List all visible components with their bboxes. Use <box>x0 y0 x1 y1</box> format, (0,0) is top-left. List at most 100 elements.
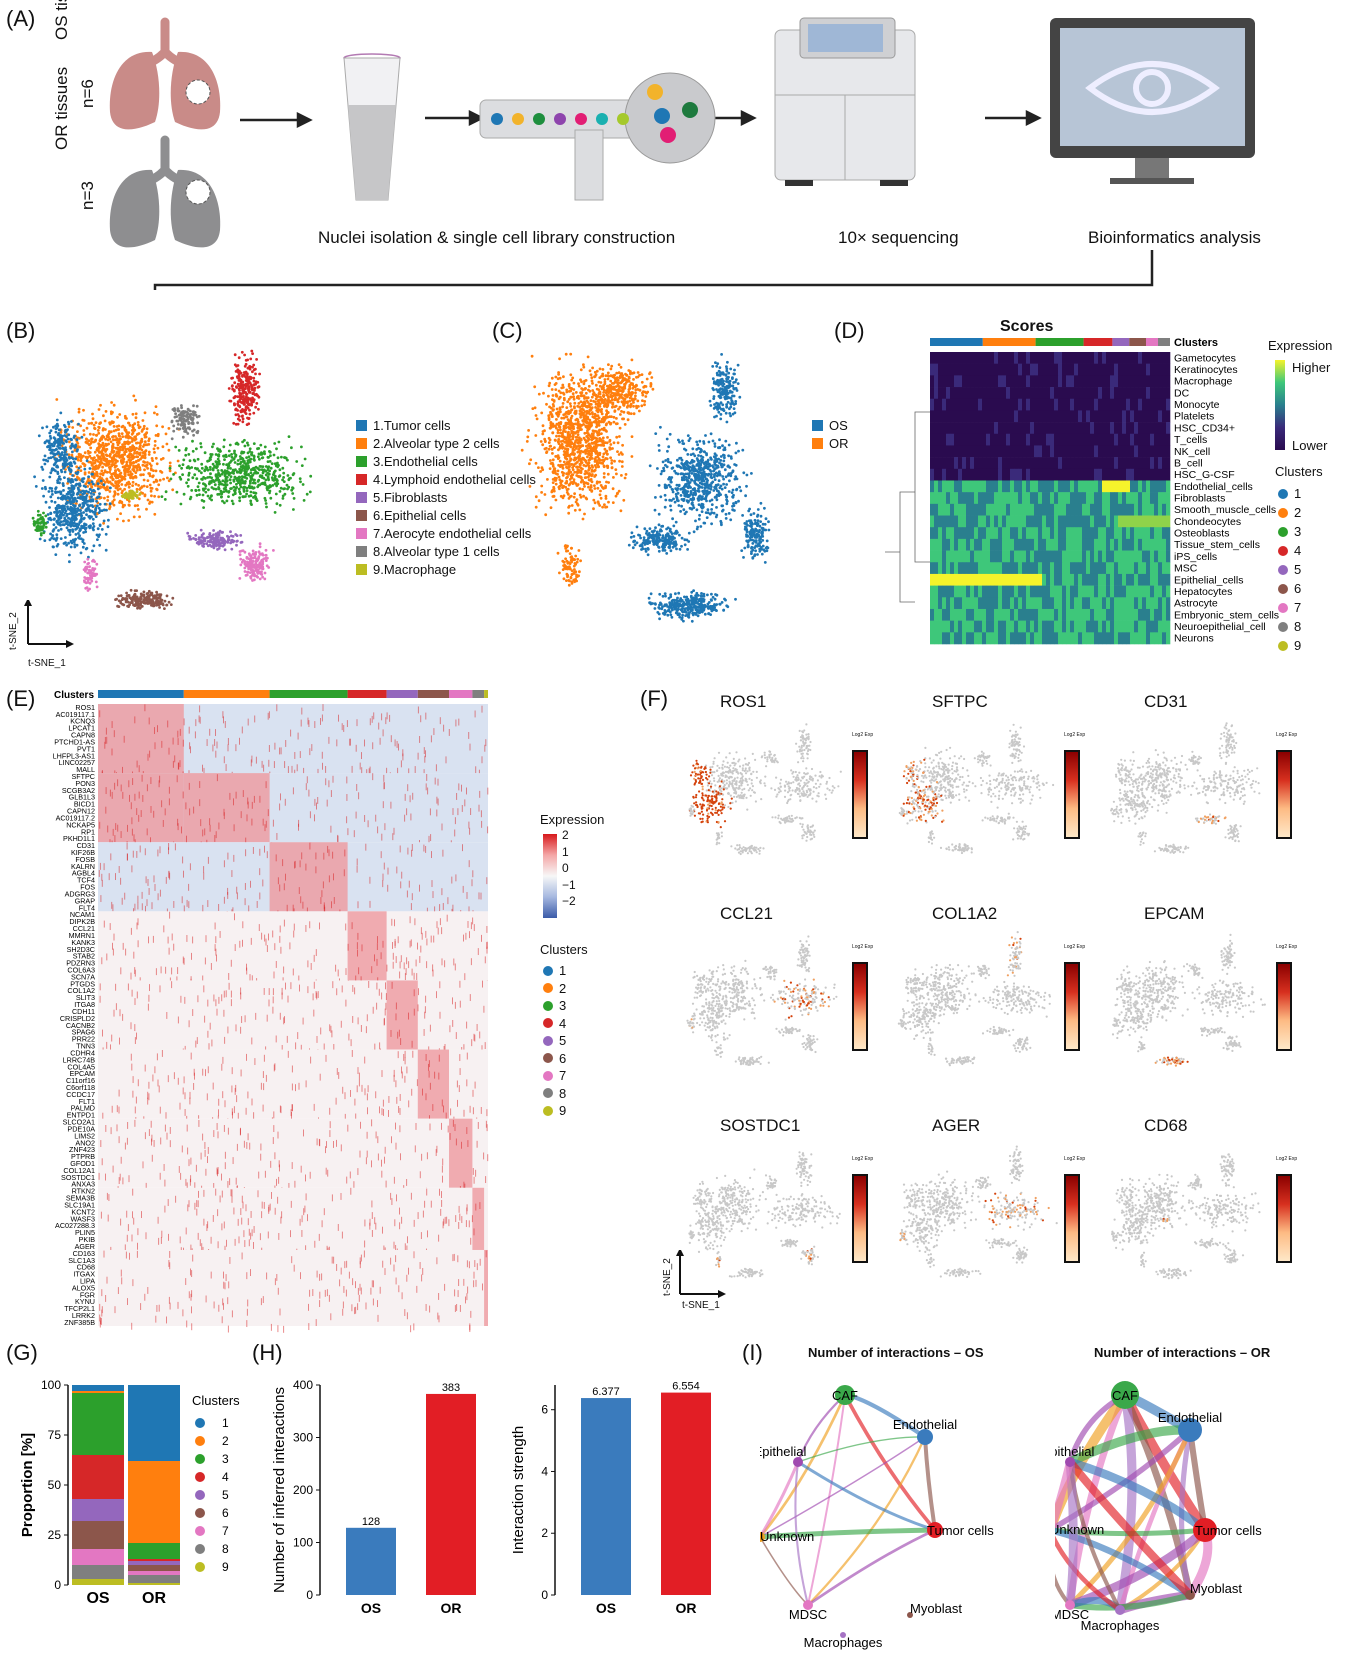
or-network-title: Number of interactions – OR <box>1094 1345 1271 1360</box>
legend-label: 7.Aerocyte endothelial cells <box>373 525 532 541</box>
legend-item: OS <box>812 416 849 434</box>
feature-scatter <box>1110 722 1261 854</box>
legend-swatch <box>543 1105 553 1116</box>
feature-gene-title: AGER <box>932 1116 981 1135</box>
legend-swatch <box>356 527 367 539</box>
group-legend: OS OR <box>812 416 849 452</box>
panel-label-i: (I) <box>742 1340 763 1365</box>
legend-title: Clusters <box>192 1393 240 1408</box>
stacked-bar-segment <box>72 1579 124 1585</box>
scores-row-label: Keratinocytes <box>1174 364 1238 376</box>
tsne-axes-b <box>24 598 74 655</box>
cluster-bar <box>930 338 983 346</box>
legend-swatch <box>543 1070 553 1081</box>
clusters-label: Clusters <box>1174 338 1218 349</box>
y-tick-label: 0 <box>541 1588 548 1602</box>
scores-row-label: NK_cell <box>1174 446 1210 458</box>
legend-label: 6 <box>222 1506 229 1520</box>
legend-item: 5 <box>543 1032 566 1050</box>
node-label: Epithelial <box>1055 1444 1094 1459</box>
stacked-bar-segment <box>72 1549 124 1565</box>
legend-swatch <box>543 1018 553 1029</box>
node-label: Myoblast <box>910 1601 962 1616</box>
or-tissues-label: OR tissues <box>52 66 71 150</box>
legend-label: 8 <box>222 1542 229 1556</box>
y-tick-label: 25 <box>48 1528 62 1542</box>
network-node <box>1065 1600 1075 1610</box>
bar <box>426 1393 476 1595</box>
gene-label: PVT1 <box>77 744 95 753</box>
gene-label: SFTPC <box>71 772 95 781</box>
gene-label: GLB1L3 <box>69 793 95 802</box>
scores-row-label: Fibroblasts <box>1174 493 1225 505</box>
y-tick-label: 0 <box>306 1588 313 1602</box>
legend-label: 4.Lymphoid endothelial cells <box>373 471 536 487</box>
scores-row-label: Gametocytes <box>1174 352 1236 364</box>
legend-label: 2.Alveolar type 2 cells <box>373 435 500 451</box>
legend-item: 2 <box>1278 503 1301 522</box>
stacked-bar-segment <box>72 1499 124 1521</box>
feature-plot: COL1A2 Log2 Exp <box>892 902 1102 1102</box>
scores-row-label: Tissue_stem_cells <box>1174 539 1260 551</box>
legend-item: 6.Epithelial cells <box>356 506 536 524</box>
bar-value-label: 6.377 <box>592 1386 620 1398</box>
stacked-bar-segment <box>72 1455 124 1499</box>
gene-label: COL6A3 <box>67 965 95 974</box>
tsne-y-label-f: t-SNE_2 <box>662 1258 673 1296</box>
legend-swatch <box>1278 564 1288 575</box>
panel-label-b: (B) <box>6 318 36 343</box>
legend-label: 5 <box>222 1488 229 1502</box>
gene-label: LHFPL3-AS1 <box>53 751 95 760</box>
or-lung-icon <box>109 135 221 248</box>
gene-label: GRAP <box>75 896 96 905</box>
legend-label: 5 <box>559 1033 567 1049</box>
expression-colorbar <box>1275 360 1285 450</box>
legend-item: 9.Macrophage <box>356 560 536 578</box>
or-interaction-network: CAF Endothelial Tumor cells Myoblast Macroph… <box>1055 1381 1262 1633</box>
expression-scale-bar <box>852 962 868 1051</box>
panel-label-e: (E) <box>6 686 36 711</box>
gene-label: LRRK2 <box>72 1311 95 1320</box>
gene-label: KALRN <box>71 862 95 871</box>
legend-item: 5.Fibroblasts <box>356 488 536 506</box>
cluster-bar <box>982 338 1036 346</box>
expression-scale-bar <box>1276 750 1292 839</box>
legend-swatch <box>1278 621 1288 632</box>
legend-label: 8 <box>559 1085 567 1101</box>
gene-label: KIF26B <box>71 848 95 857</box>
bar <box>661 1392 711 1595</box>
legend-swatch <box>195 1454 205 1464</box>
gene-label: BICD1 <box>74 800 95 809</box>
gene-label: FLT4 <box>79 903 95 912</box>
panel-label-g: (G) <box>6 1340 38 1365</box>
legend-label: 9.Macrophage <box>373 561 457 577</box>
colorbar-tick: −2 <box>562 894 576 908</box>
cluster-bar <box>449 690 473 698</box>
scores-row-label: HSC_G-CSF <box>1174 469 1235 481</box>
feature-gene-title: SOSTDC1 <box>720 1116 801 1135</box>
stacked-bar-segment <box>128 1575 180 1583</box>
network-node <box>1115 1605 1125 1615</box>
gene-label: ROS1 <box>75 703 95 712</box>
gene-label: WASF3 <box>71 1214 96 1223</box>
scale-title: Log2 Exp <box>1064 1156 1086 1162</box>
y-tick-label: 6 <box>541 1403 548 1417</box>
cluster-bar <box>484 690 488 698</box>
legend-label: 8.Alveolar type 1 cells <box>373 543 500 559</box>
bar-value-label: 128 <box>362 1516 380 1528</box>
feature-gene-title: EPCAM <box>1144 904 1205 923</box>
gene-label: STAB2 <box>73 952 95 961</box>
cluster-bar <box>1146 338 1158 346</box>
cluster-bar <box>183 690 270 698</box>
monitor-icon <box>1050 18 1255 184</box>
feature-scatter <box>1111 1153 1261 1280</box>
gene-label: AC019117.1 <box>56 710 95 719</box>
legend-label: 6.Epithelial cells <box>373 507 467 523</box>
legend-label: 3 <box>559 998 567 1014</box>
bar-value-label: 6.554 <box>672 1381 700 1393</box>
node-label: MDSC <box>789 1607 827 1622</box>
gene-label: CD68 <box>77 1263 95 1272</box>
panel-label-d: (D) <box>834 318 865 343</box>
cluster-bar <box>1158 338 1170 346</box>
